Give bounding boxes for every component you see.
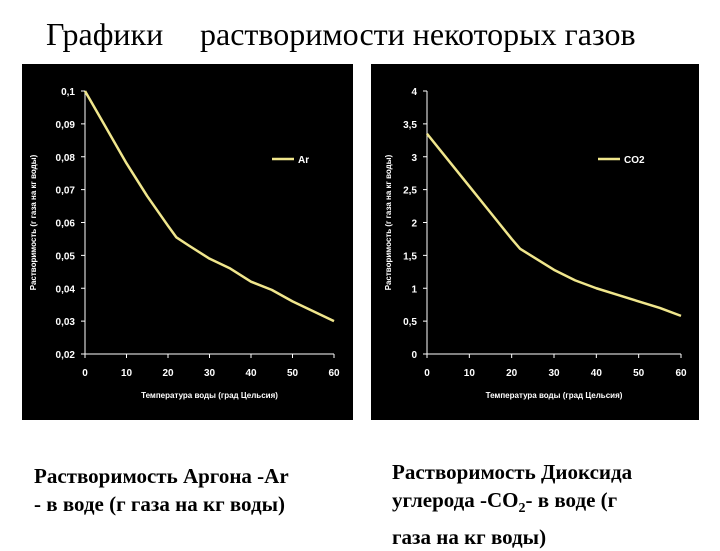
- y-tick-label: 4: [411, 87, 417, 98]
- x-tick-label: 0: [424, 368, 430, 379]
- heading-part2: растворимости некоторых газов: [200, 16, 636, 52]
- co2-chart-panel: 0 0,5 1 1,5 2 2,5 3 3,5 4 0 10 20 30 40 50 60 Температур…: [371, 64, 699, 420]
- argon-caption-line2: - в воде (г газа на кг воды): [34, 492, 285, 516]
- y-tick-label: 2: [411, 219, 417, 230]
- series-line-ar: [83, 90, 335, 323]
- y-tick-label: 0,02: [56, 350, 76, 361]
- co2-caption: Растворимость Диоксида углерода -CO2- в …: [392, 458, 692, 551]
- co2-caption-line1: Растворимость Диоксида: [392, 460, 633, 484]
- x-tick-label: 20: [162, 368, 174, 379]
- argon-chart-panel: 0,02 0,03 0,04 0,05 0,06 0,07 0,08 0,09 0,1 0 10 20…: [22, 64, 353, 420]
- argon-caption: Растворимость Аргона -Ar - в воде (г газ…: [34, 462, 344, 518]
- x-axis-label: Температура воды (град Цельсия): [486, 391, 623, 400]
- x-tick-label: 40: [245, 368, 257, 379]
- x-tick-label: 30: [548, 368, 560, 379]
- co2-caption-line2-b: - в воде (г: [525, 488, 618, 512]
- y-tick-label: 0,06: [56, 219, 76, 230]
- x-tick-label: 10: [464, 368, 476, 379]
- y-tick-label: 2,5: [403, 186, 417, 197]
- y-tick-label: 0: [411, 350, 417, 361]
- y-tick-label: 0,07: [56, 186, 76, 197]
- co2-caption-line2-a: углерода -CO: [392, 488, 519, 512]
- y-tick-label: 0,03: [56, 317, 76, 328]
- y-axis-label: Растворимость (г газа на кг воды): [384, 154, 393, 290]
- co2-caption-line2: углерода -CO2- в воде (г: [392, 486, 692, 523]
- y-tick-label: 0,08: [56, 153, 76, 164]
- y-tick-label: 0,5: [403, 317, 417, 328]
- co2-caption-subscript: 2: [518, 501, 526, 517]
- co2-chart: 00,511,522,533,540 10 20 30 40 50 60Температур…: [384, 87, 687, 400]
- x-tick-label: 60: [328, 368, 340, 379]
- y-tick-label: 0,05: [56, 251, 76, 262]
- x-tick-label: 50: [287, 368, 299, 379]
- argon-chart: 0,02 0,03 0,04 0,05 0,06 0,07 0,08 0,09 0,1 0 10 20…: [29, 87, 340, 400]
- y-tick-label: 0,1: [61, 87, 75, 98]
- legend-label: CO2: [624, 155, 645, 166]
- x-tick-label: 10: [121, 368, 133, 379]
- y-axis-label: Растворимость (г газа на кг воды): [29, 154, 38, 290]
- x-tick-label: 60: [675, 368, 687, 379]
- y-tick-label: 0,09: [56, 120, 76, 131]
- x-tick-label: 50: [633, 368, 645, 379]
- legend-label: Ar: [298, 155, 309, 166]
- y-tick-label: 1,5: [403, 251, 417, 262]
- y-tick-label: 1: [411, 284, 417, 295]
- x-axis-label: Температура воды (град Цельсия): [141, 391, 278, 400]
- x-tick-label: 0: [82, 368, 88, 379]
- argon-caption-line1: Растворимость Аргона -Ar: [34, 464, 289, 488]
- x-tick-label: 40: [591, 368, 603, 379]
- heading-part1: Графики: [46, 16, 164, 52]
- x-tick-label: 20: [506, 368, 518, 379]
- x-tick-label: 30: [204, 368, 216, 379]
- series-line-co2: [426, 132, 682, 318]
- y-tick-label: 3,5: [403, 120, 417, 131]
- y-tick-label: 3: [411, 153, 417, 164]
- co2-caption-line3: газа на кг воды): [392, 525, 547, 550]
- y-tick-label: 0,04: [56, 284, 76, 295]
